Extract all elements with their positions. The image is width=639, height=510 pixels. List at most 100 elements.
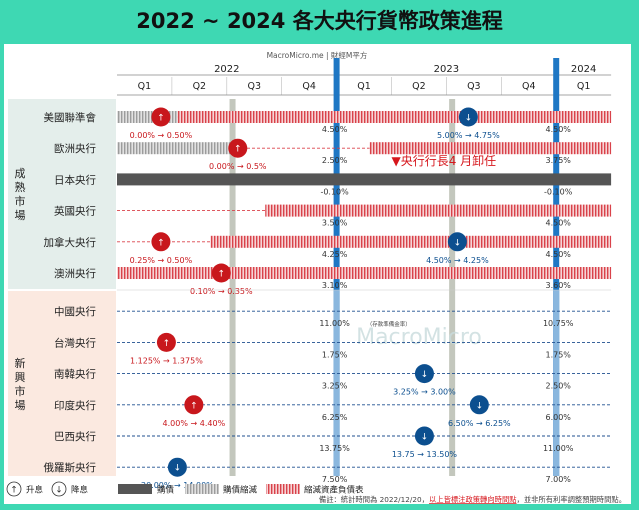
rate-change-label: 1.125% → 1.375%	[130, 356, 203, 365]
rate-2022-end: 3.50%	[322, 219, 348, 228]
legend-up-arrow-icon: ↑	[10, 486, 18, 496]
rate-2024-q1: 10.75%	[543, 319, 574, 328]
rate-2022-end: 4.25%	[322, 250, 348, 259]
legend-qe-swatch	[185, 484, 219, 494]
year-label: 2024	[571, 64, 596, 75]
down-arrow-icon: ↓	[465, 114, 473, 124]
down-arrow-icon: ↓	[476, 401, 484, 411]
group-bg-emerging	[8, 291, 116, 476]
bank-label: 中國央行	[54, 305, 96, 318]
rate-note: （存款準備金率）	[367, 320, 411, 328]
rate-cut-marker	[458, 107, 478, 127]
rate-change-label: 13.75 → 13.50%	[392, 450, 458, 459]
year-end-2023-line-light	[553, 290, 560, 476]
bank-label: 南韓央行	[54, 368, 96, 381]
rate-change-label: 20.00% → 14.00%	[141, 481, 214, 490]
rate-change-label: 6.50% → 6.25%	[448, 419, 511, 428]
rate-cut-marker	[414, 426, 434, 446]
rate-2024-q1: 4.50%	[545, 125, 571, 134]
year-label: 2023	[434, 64, 459, 75]
quarter-label: Q4	[522, 81, 536, 92]
policy-segment-buy	[117, 173, 612, 186]
quarter-label: Q2	[412, 81, 426, 92]
legend-label: 購債	[157, 485, 175, 496]
rate-2024-q1: 1.75%	[545, 350, 571, 359]
rate-2024-q1: 4.50%	[545, 219, 571, 228]
legend-buy-swatch	[118, 484, 152, 494]
up-arrow-icon: ↑	[234, 145, 242, 155]
rate-cut-marker	[469, 395, 489, 415]
group-label-mature-char: 熟	[15, 180, 26, 194]
quarter-label: Q1	[357, 81, 371, 92]
legend-label: 購債縮減	[223, 485, 258, 496]
legend-hike-icon	[6, 481, 22, 497]
bank-label: 日本央行	[54, 173, 96, 186]
quarter-label: Q2	[193, 81, 207, 92]
policy-segment-qe	[117, 142, 244, 155]
legend-qt-swatch	[266, 484, 300, 494]
legend-label: 升息	[26, 485, 44, 496]
up-arrow-icon: ↑	[190, 401, 198, 411]
rate-cut-marker	[447, 232, 467, 252]
bank-label: 美國聯準會	[44, 111, 97, 124]
legend-label: 縮減資產負債表	[304, 485, 364, 496]
down-arrow-icon: ↓	[421, 433, 429, 443]
group-label-emerging-char: 市	[15, 384, 26, 398]
rate-change-label: 4.00% → 4.40%	[163, 419, 226, 428]
up-arrow-icon: ↑	[163, 339, 171, 349]
group-label-emerging-char: 新	[15, 356, 26, 370]
rate-2024-q1: 2.50%	[545, 382, 571, 391]
footnote: 備註：統計時間為 2022/12/20，以上皆標注政策轉向時間點，並非所有利率調…	[319, 495, 626, 504]
down-arrow-icon: ↓	[421, 370, 429, 380]
source-label: MacroMicro.me | 財經M平方	[267, 50, 368, 60]
rate-2022-end: 2.50%	[322, 156, 348, 165]
policy-segment-qt	[210, 235, 612, 248]
rate-2024-q1: 11.00%	[543, 444, 574, 453]
rate-2022-end: 3.25%	[322, 382, 348, 391]
bank-label: 印度央行	[54, 399, 96, 412]
legend-label: 降息	[71, 485, 89, 496]
quarter-label: Q4	[302, 81, 316, 92]
rate-change-label: 0.00% → 0.50%	[130, 131, 193, 140]
page-title: 2022 ~ 2024 各大央行貨幣政策進程	[136, 9, 503, 33]
up-arrow-icon: ↑	[218, 270, 226, 280]
q3-2023-marker	[449, 99, 456, 476]
group-label-mature-char: 成	[15, 167, 26, 180]
rate-2024-q1: 4.50%	[545, 250, 571, 259]
policy-segment-qt	[369, 142, 612, 155]
rate-change-label: 5.00% → 4.75%	[437, 131, 500, 140]
chart-card: MacroMicro.me | 財經M平方 2022 2023 2024 Q1 Q2 Q3 Q…	[4, 44, 631, 504]
rate-2022-end: 11.00%	[319, 319, 350, 328]
bank-label: 加拿大央行	[44, 236, 97, 249]
quarter-label: Q1	[577, 81, 591, 92]
policy-segment-qt	[177, 111, 612, 123]
rate-2022-end: 13.75%	[319, 444, 350, 453]
rate-hike-marker	[156, 332, 176, 352]
up-arrow-icon: ↑	[157, 238, 165, 248]
group-label-emerging-char: 興	[15, 371, 26, 384]
policy-timeline-chart: MacroMicro.me | 財經M平方 2022 2023 2024 Q1 Q2 Q3 Q…	[6, 50, 626, 504]
down-arrow-icon: ↓	[174, 464, 182, 474]
rate-2022-end: -0.10%	[320, 187, 349, 196]
rate-2024-q1: 3.75%	[545, 156, 571, 165]
legend-down-arrow-icon: ↓	[55, 486, 63, 496]
year-label: 2022	[214, 64, 239, 75]
bank-label: 台灣央行	[54, 336, 96, 349]
bank-label: 俄羅斯央行	[44, 461, 97, 474]
group-label-emerging-char: 場	[15, 399, 26, 412]
rate-change-label: 0.25% → 0.50%	[130, 256, 193, 265]
rate-hike-marker	[151, 107, 171, 127]
rate-2022-end: 4.50%	[322, 125, 348, 134]
rate-2022-end: 7.50%	[322, 475, 348, 484]
rate-hike-marker	[211, 263, 231, 283]
q3-2022-marker	[229, 99, 236, 476]
policy-segment-qt	[117, 267, 612, 279]
rate-2024-q1: -0.10%	[544, 187, 573, 196]
policy-segment-qt	[265, 204, 612, 217]
legend-cut-icon	[51, 481, 67, 497]
group-bg-mature	[8, 99, 116, 289]
down-arrow-icon: ↓	[454, 238, 462, 248]
rate-hike-marker	[151, 232, 171, 252]
rate-2022-end: 6.25%	[322, 413, 348, 422]
